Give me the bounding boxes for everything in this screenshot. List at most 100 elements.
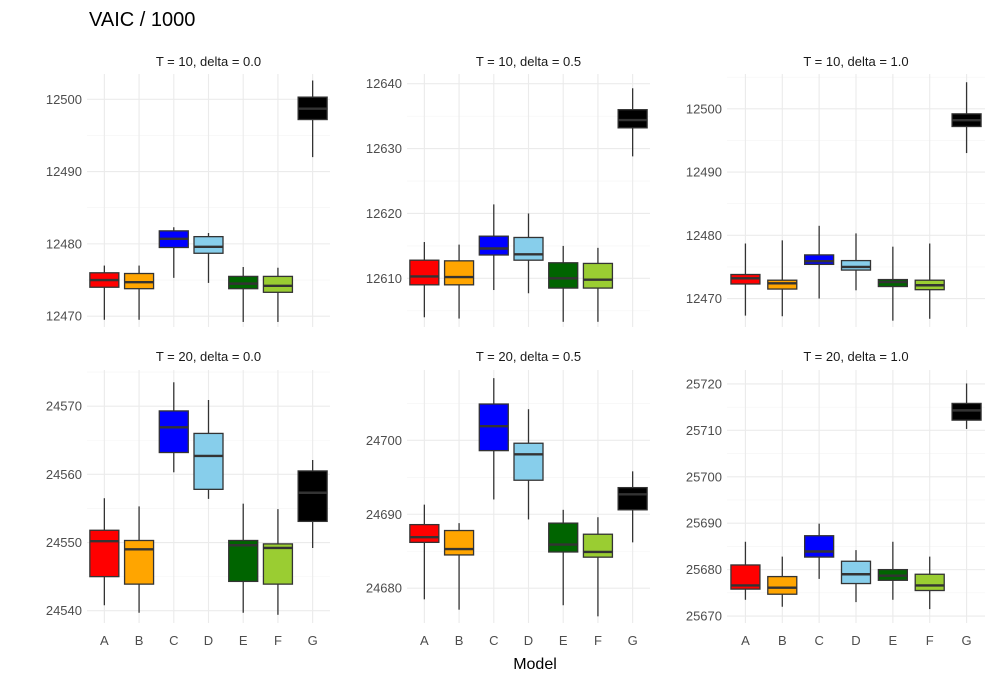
boxplot-g [617, 88, 648, 157]
box-iqr [262, 543, 294, 585]
facet-strip-label: T = 10, delta = 0.5 [476, 54, 581, 69]
facet-panel: T = 20, delta = 0.5 24680 24690 24700 A B C D E F… [366, 349, 650, 648]
boxplot-a [89, 498, 120, 606]
y-tick-label: 12480 [686, 228, 722, 243]
x-tick-label: B [135, 633, 144, 648]
x-tick-label: G [962, 633, 972, 648]
facet-strip-label: T = 20, delta = 0.0 [156, 349, 261, 364]
x-tick-label: E [239, 633, 248, 648]
y-tick-label: 12610 [366, 271, 402, 286]
x-tick-label: A [420, 633, 429, 648]
box-iqr [193, 235, 224, 254]
x-tick-label: F [274, 633, 282, 648]
boxplot-f [582, 247, 614, 322]
facet-strip-label: T = 20, delta = 1.0 [803, 349, 908, 364]
facet-panel: T = 20, delta = 0.0 24540 24550 24560 24570 A… [46, 349, 330, 648]
boxplot-e [548, 509, 579, 606]
boxplot-a [730, 541, 761, 600]
box-iqr [513, 442, 544, 481]
y-tick-label: 12500 [46, 92, 82, 107]
y-tick-label: 25690 [686, 516, 722, 531]
y-tick-label: 12640 [366, 76, 402, 91]
boxplot-a [409, 504, 440, 600]
boxplot-b [123, 506, 155, 613]
y-tick-label: 24700 [366, 433, 402, 448]
box-iqr [443, 529, 475, 556]
x-axis-label: Model [513, 656, 557, 673]
boxplot-g [297, 460, 328, 548]
x-tick-label: E [889, 633, 898, 648]
box-iqr [803, 535, 835, 558]
boxplot-c [803, 523, 835, 579]
boxplot-b [767, 240, 798, 317]
box-iqr [409, 523, 440, 544]
box-iqr [548, 262, 579, 289]
x-tick-label: A [100, 633, 109, 648]
x-tick-label: C [169, 633, 178, 648]
panels-container: T = 10, delta = 0.012470124801249012500T… [46, 54, 985, 648]
box-iqr [617, 486, 648, 511]
boxplot-e [877, 541, 909, 600]
boxplot-a [409, 242, 440, 318]
box-iqr [123, 539, 155, 585]
boxplot-c [478, 204, 509, 291]
y-tick-label: 12630 [366, 141, 402, 156]
y-tick-label: 24690 [366, 507, 402, 522]
box-iqr [617, 109, 648, 129]
y-tick-label: 24680 [366, 581, 402, 596]
box-iqr [803, 254, 835, 266]
y-tick-label: 12470 [46, 309, 82, 324]
y-tick-label: 24550 [46, 535, 82, 550]
boxplot-d [193, 233, 224, 283]
box-iqr [193, 432, 224, 490]
y-tick-label: 25700 [686, 469, 722, 484]
box-iqr [914, 573, 945, 592]
boxplot-f [262, 509, 294, 615]
box-iqr [89, 529, 120, 578]
boxplot-d [840, 550, 872, 603]
box-iqr [513, 236, 544, 261]
facet-panel: T = 10, delta = 0.0 12470 12480 12490 12500 [46, 54, 330, 327]
boxplot-a [730, 243, 761, 316]
y-tick-label: 24560 [46, 467, 82, 482]
x-tick-label: D [851, 633, 860, 648]
y-tick-label: 25710 [686, 423, 722, 438]
boxplot-f [262, 267, 294, 322]
facet-strip-label: T = 10, delta = 0.0 [156, 54, 261, 69]
boxplot-f [582, 517, 614, 617]
facet-strip-label: T = 10, delta = 1.0 [803, 54, 908, 69]
boxplot-b [443, 244, 475, 319]
y-tick-label: 12470 [686, 291, 722, 306]
box-iqr [228, 539, 259, 583]
gridlines [87, 74, 330, 327]
box-iqr [951, 402, 982, 421]
boxplot-g [297, 80, 328, 158]
facet-strip-label: T = 20, delta = 0.5 [476, 349, 581, 364]
x-tick-label: C [814, 633, 823, 648]
y-tick-label: 25670 [686, 609, 722, 624]
boxplot-c [158, 382, 189, 473]
box-iqr [158, 410, 189, 454]
boxplot-c [803, 225, 835, 299]
boxplot-e [228, 267, 259, 322]
boxplot-g [951, 383, 982, 429]
x-tick-label: C [489, 633, 498, 648]
box-iqr [582, 533, 614, 558]
boxplot-f [914, 243, 945, 319]
y-tick-label: 12480 [46, 236, 82, 251]
boxplot-b [767, 556, 798, 607]
box-iqr [767, 575, 798, 595]
boxplot-d [513, 409, 544, 520]
y-tick-label: 12500 [686, 101, 722, 116]
facet-panel: T = 10, delta = 0.5 12610 12620 12630 12640 [366, 54, 650, 327]
boxplot-e [548, 245, 579, 322]
x-tick-label: B [778, 633, 787, 648]
boxplot-b [443, 523, 475, 610]
boxplot-c [478, 378, 509, 500]
boxplot-a [89, 265, 120, 320]
box-iqr [840, 560, 872, 585]
x-tick-label: E [559, 633, 568, 648]
box-iqr [262, 275, 294, 293]
x-tick-label: A [741, 633, 750, 648]
